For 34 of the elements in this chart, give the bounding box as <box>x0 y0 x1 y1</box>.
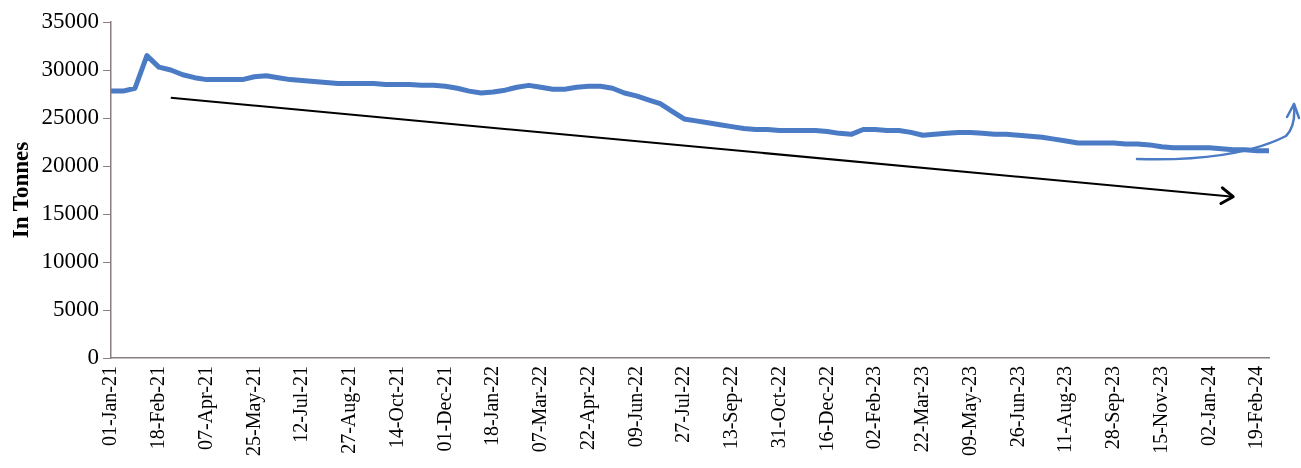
x-tick-label: 12-Jul-21 <box>289 366 312 443</box>
x-tick-label: 19-Feb-24 <box>1244 366 1267 450</box>
x-tick-label: 14-Oct-21 <box>384 366 407 449</box>
x-tick-label: 28-Sep-23 <box>1101 366 1125 450</box>
y-tick-label: 15000 <box>41 200 100 226</box>
x-tick-label: 16-Dec-22 <box>814 366 837 452</box>
x-tick-label: 09-May-23 <box>957 366 981 456</box>
x-tick-label: 07-Apr-21 <box>193 366 217 451</box>
y-tick-label: 30000 <box>41 56 100 82</box>
y-axis-title: In Tonnes <box>7 141 33 239</box>
y-tick-label: 25000 <box>41 104 100 130</box>
x-tick-label: 13-Sep-22 <box>719 366 743 450</box>
x-tick-label: 07-Mar-22 <box>528 366 551 453</box>
y-tick-label: 35000 <box>41 8 100 34</box>
y-tick-label: 0 <box>87 344 100 370</box>
x-tick-label: 09-Jun-22 <box>623 366 646 448</box>
x-tick-label: 11-Aug-23 <box>1053 366 1077 454</box>
x-tick-label: 27-Jul-22 <box>671 366 694 443</box>
y-tick-label: 10000 <box>41 248 100 274</box>
x-tick-label: 01-Jan-21 <box>98 366 121 446</box>
x-tick-label: 15-Nov-23 <box>1148 366 1171 454</box>
x-tick-label: 22-Apr-22 <box>575 366 599 451</box>
x-tick-label: 26-Jun-23 <box>1005 366 1028 448</box>
x-tick-label: 31-Oct-22 <box>766 366 789 449</box>
x-tick-label: 18-Feb-21 <box>146 366 169 450</box>
y-tick-label: 5000 <box>53 296 100 322</box>
x-tick-label: 22-Mar-23 <box>910 366 933 453</box>
x-tick-label: 01-Dec-21 <box>432 366 455 452</box>
x-tick-label: 27-Aug-21 <box>337 366 361 454</box>
x-tick-label: 18-Jan-22 <box>480 366 503 446</box>
x-tick-label: 25-May-21 <box>241 366 265 456</box>
x-tick-label: 02-Feb-23 <box>862 366 885 450</box>
y-tick-label: 20000 <box>41 152 100 178</box>
x-tick-label: 02-Jan-24 <box>1196 366 1219 446</box>
